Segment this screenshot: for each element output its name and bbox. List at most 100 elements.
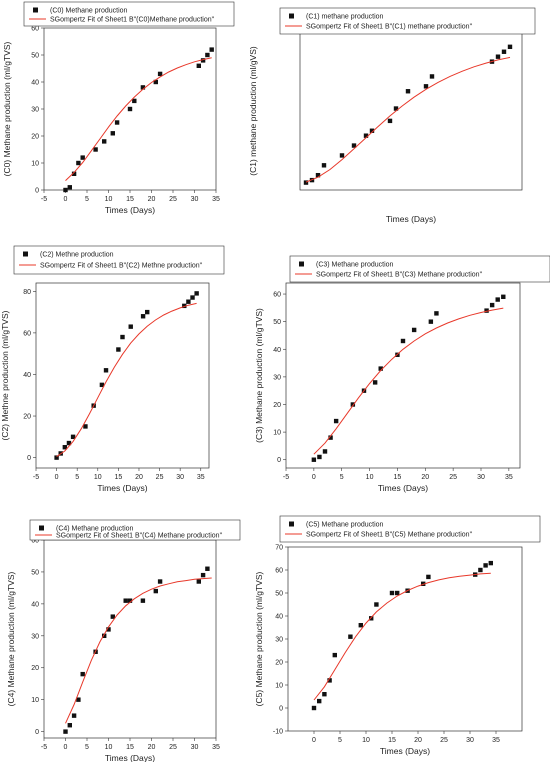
x-tick-label: 20 bbox=[414, 737, 422, 744]
x-tick-label: 35 bbox=[212, 744, 220, 751]
data-point bbox=[127, 106, 133, 112]
x-tick-label: 15 bbox=[394, 474, 402, 481]
data-point bbox=[423, 84, 429, 89]
x-tick-label: 25 bbox=[169, 744, 177, 751]
y-tick-label: 60 bbox=[275, 568, 283, 575]
y-tick-label: 60 bbox=[31, 538, 39, 545]
data-point bbox=[348, 634, 353, 639]
data-point bbox=[140, 598, 146, 603]
x-tick-label: 15 bbox=[126, 744, 134, 751]
data-point bbox=[400, 338, 406, 344]
data-point bbox=[106, 627, 111, 632]
x-tick-label: 25 bbox=[156, 474, 164, 481]
legend-box bbox=[289, 255, 550, 283]
x-tick-label: 20 bbox=[148, 744, 156, 751]
x-tick-label: 30 bbox=[466, 737, 474, 744]
y-tick-label: 20 bbox=[31, 134, 39, 141]
data-point bbox=[110, 614, 115, 619]
data-point bbox=[411, 327, 417, 333]
chart-panel-3: -5 0 5 10 15 20 25 30 35 0 10 20 30 40 50 60 Times (Days… bbox=[254, 255, 550, 493]
data-point bbox=[200, 572, 206, 578]
y-axis-label: (C2) Methne production (ml/gTVS) bbox=[0, 310, 10, 440]
x-axis-label: Times (Days) bbox=[105, 205, 155, 215]
x-tick-label: 20 bbox=[148, 196, 156, 203]
data-point bbox=[317, 698, 322, 704]
x-tick-label: 15 bbox=[114, 474, 122, 481]
data-point bbox=[70, 434, 76, 440]
data-point bbox=[358, 623, 363, 628]
x-tick-label: 25 bbox=[440, 737, 448, 744]
data-point bbox=[351, 143, 357, 148]
data-point bbox=[194, 291, 199, 296]
y-tick-label: 60 bbox=[31, 26, 39, 33]
x-tick-label: 35 bbox=[505, 474, 513, 481]
y-tick-label: 50 bbox=[275, 591, 283, 598]
fit-line-1 bbox=[305, 56, 511, 183]
data-point bbox=[205, 566, 210, 571]
y-tick-label: 20 bbox=[275, 660, 283, 667]
data-point bbox=[157, 579, 163, 584]
x-tick-label: 35 bbox=[212, 196, 220, 203]
y-tick-label: 50 bbox=[31, 53, 39, 60]
y-tick-label: 10 bbox=[273, 430, 281, 437]
fit-line-3 bbox=[313, 307, 504, 455]
data-point bbox=[327, 678, 332, 683]
legend-entry: (C3) Methane production bbox=[316, 262, 394, 269]
y-tick-label: 20 bbox=[23, 414, 31, 421]
legend-box bbox=[279, 7, 536, 35]
x-tick-label: 15 bbox=[126, 196, 134, 203]
x-tick-label: 25 bbox=[169, 196, 177, 203]
x-tick-label: 20 bbox=[421, 474, 429, 481]
x-tick-label: 15 bbox=[388, 737, 396, 744]
data-point bbox=[71, 171, 77, 176]
data-point bbox=[80, 155, 85, 160]
x-tick-label: 5 bbox=[85, 196, 89, 203]
x-tick-label: 5 bbox=[85, 744, 89, 751]
data-point bbox=[209, 47, 214, 52]
data-point bbox=[80, 671, 85, 677]
x-tick-label: -5 bbox=[33, 474, 39, 481]
legend-box bbox=[23, 1, 235, 27]
data-point bbox=[489, 302, 495, 308]
x-tick-label: 30 bbox=[191, 744, 199, 751]
legend-point-swatch bbox=[33, 7, 38, 13]
y-tick-label: 40 bbox=[275, 614, 283, 621]
data-point bbox=[132, 98, 137, 104]
y-tick-label: 50 bbox=[31, 569, 39, 576]
x-tick-label: 10 bbox=[105, 196, 113, 203]
data-point bbox=[102, 139, 107, 144]
y-axis-label: (C3) Methane production (ml/gTVS) bbox=[254, 308, 264, 443]
y-tick-label: 0 bbox=[27, 455, 31, 462]
data-point bbox=[488, 560, 493, 566]
x-tick-label: 35 bbox=[197, 474, 205, 481]
x-tick-label: 35 bbox=[492, 737, 500, 744]
legend-entry: SGompertz Fit of Sheet1 B"(C0)Methane pr… bbox=[50, 17, 215, 24]
data-point bbox=[99, 382, 105, 388]
y-tick-label: 10 bbox=[31, 697, 39, 704]
data-point bbox=[54, 455, 59, 460]
y-tick-label: 70 bbox=[275, 545, 283, 552]
x-tick-label: -5 bbox=[41, 196, 47, 203]
legend-point-swatch bbox=[289, 521, 294, 527]
data-point bbox=[405, 89, 411, 94]
x-axis-label: Times (Days) bbox=[378, 483, 428, 493]
data-point bbox=[339, 153, 345, 158]
x-tick-label: -5 bbox=[283, 474, 289, 481]
x-tick-label: 30 bbox=[176, 474, 184, 481]
data-point bbox=[190, 295, 195, 300]
plot-frame bbox=[35, 282, 210, 469]
x-tick-label: 5 bbox=[75, 474, 79, 481]
chart-panel-4: -5 0 5 10 15 20 25 30 35 0 10 20 30 40 50 60 Times (Days… bbox=[6, 519, 241, 762]
data-point bbox=[66, 440, 72, 446]
data-point bbox=[311, 705, 317, 711]
x-axis-label: Times (Days) bbox=[380, 746, 430, 756]
data-point bbox=[369, 616, 374, 621]
data-point bbox=[317, 454, 322, 460]
data-point bbox=[363, 133, 369, 138]
y-tick-label: 60 bbox=[23, 330, 31, 337]
data-point bbox=[395, 590, 400, 596]
data-point bbox=[153, 588, 158, 594]
x-tick-label: 5 bbox=[338, 737, 342, 744]
y-tick-label: 40 bbox=[31, 601, 39, 608]
